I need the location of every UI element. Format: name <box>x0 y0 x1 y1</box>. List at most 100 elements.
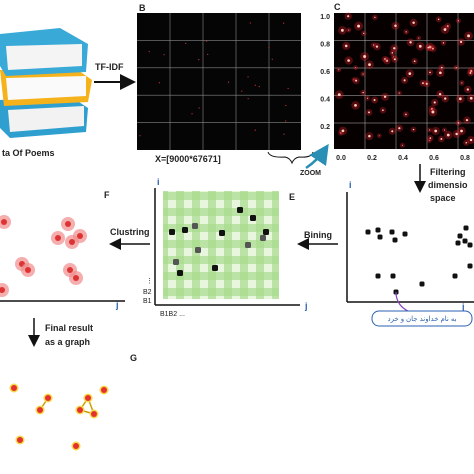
point <box>419 281 425 287</box>
point <box>195 247 201 253</box>
y-tick-label: 1.0 <box>320 14 330 21</box>
arrow-label: as a graph <box>45 337 90 347</box>
point <box>173 259 179 265</box>
zoom-label: ZOOM <box>300 170 321 177</box>
point <box>439 71 442 75</box>
point <box>375 45 379 48</box>
point <box>446 133 450 137</box>
node <box>91 411 97 417</box>
dot <box>139 135 141 137</box>
point <box>455 240 461 246</box>
point <box>378 135 380 137</box>
point <box>365 229 371 235</box>
point <box>408 72 412 75</box>
arrow-label: Final result <box>45 323 93 333</box>
axis-label: j <box>304 301 308 311</box>
point <box>434 129 438 133</box>
x-tick-label: 0.6 <box>429 155 439 162</box>
dot <box>285 104 287 107</box>
dot <box>205 40 208 42</box>
axis-label: i <box>349 180 352 190</box>
x-tick-label: 0.2 <box>367 155 377 162</box>
point <box>169 229 175 235</box>
ticks: 1.0 0.8 0.6 0.4 0.2 0.0 0.2 0.4 0.6 0.8 <box>320 14 470 162</box>
point <box>366 97 369 99</box>
point <box>425 82 428 85</box>
dot <box>241 90 243 92</box>
point <box>457 233 463 239</box>
point <box>455 67 457 69</box>
dot <box>258 85 260 88</box>
point <box>362 91 364 94</box>
point <box>461 82 463 84</box>
point <box>452 273 458 279</box>
point <box>460 129 463 133</box>
points <box>365 225 473 295</box>
node <box>17 437 23 443</box>
point <box>338 69 340 71</box>
dot <box>247 98 249 100</box>
dot <box>283 133 285 135</box>
point <box>467 263 473 269</box>
point <box>390 273 396 279</box>
dot <box>158 82 161 84</box>
arrow-label: TF-IDF <box>95 62 124 72</box>
point <box>402 231 408 237</box>
point <box>260 235 266 241</box>
books-icon <box>0 28 92 138</box>
point <box>430 107 433 110</box>
point <box>263 229 269 235</box>
point <box>250 215 256 221</box>
point <box>443 129 446 131</box>
point <box>392 237 398 243</box>
y-tick-label: 0.8 <box>320 42 330 49</box>
point <box>394 24 397 28</box>
arrow-label: Bining <box>304 230 332 240</box>
point <box>463 225 469 231</box>
point <box>412 128 415 131</box>
axis-label: j <box>115 300 119 310</box>
dot <box>207 53 209 55</box>
point <box>344 44 348 48</box>
point <box>355 79 358 82</box>
cluster-core <box>25 267 31 273</box>
dot <box>285 120 287 122</box>
point <box>455 132 458 136</box>
point <box>431 110 435 114</box>
point <box>443 28 447 31</box>
point <box>458 97 462 101</box>
point <box>389 229 395 235</box>
cluster-core <box>55 235 61 241</box>
cluster-core <box>1 219 7 225</box>
point <box>348 29 350 31</box>
points <box>169 207 269 276</box>
dot <box>287 87 289 90</box>
point <box>362 73 364 75</box>
point <box>405 31 407 33</box>
zoom-arrow <box>305 143 329 170</box>
point <box>457 122 460 124</box>
point <box>382 109 384 112</box>
point <box>182 227 188 233</box>
dot <box>247 76 249 78</box>
x-tick-label: 0.8 <box>460 155 470 162</box>
row-label: B2 <box>143 289 152 296</box>
point <box>237 207 243 213</box>
label: به نام خداوند جان و خرد <box>387 315 456 323</box>
point <box>219 230 225 236</box>
node <box>37 407 43 413</box>
dot <box>254 84 256 86</box>
arrow-label: Filtering <box>430 167 466 177</box>
cluster-core <box>77 233 83 239</box>
point <box>385 59 389 62</box>
point <box>177 270 183 276</box>
panel-letter: C <box>334 2 341 12</box>
panel-letter: B <box>139 3 146 13</box>
dot <box>148 50 150 53</box>
dot <box>249 22 251 24</box>
point <box>440 138 443 140</box>
point <box>368 111 370 114</box>
point <box>428 45 432 49</box>
x-tick-label: 0.0 <box>336 155 346 162</box>
